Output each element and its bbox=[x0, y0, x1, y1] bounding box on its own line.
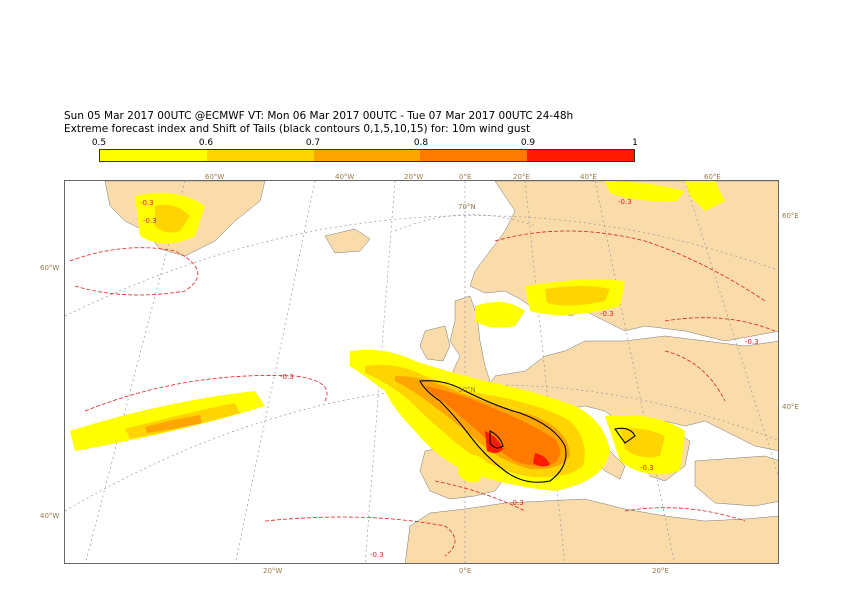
longitude-label-bottom: 20°E bbox=[652, 567, 669, 575]
longitude-label-bottom: 0°E bbox=[459, 567, 472, 575]
negative-efi-contour-label: -0.3 bbox=[510, 499, 524, 507]
legend-band-0.5-0.6 bbox=[100, 150, 207, 161]
negative-efi-contour-label: -0.3 bbox=[640, 464, 654, 472]
forecast-validity-title: Sun 05 Mar 2017 00UTC @ECMWF VT: Mon 06 … bbox=[64, 110, 574, 122]
latitude-label: 50°N bbox=[458, 386, 476, 394]
longitude-label-top: 20°E bbox=[513, 173, 530, 181]
efi-map: -0.3 -0.3 -0.3 -0.3 -0.3 -0.3 -0.3 -0.3 … bbox=[64, 180, 779, 564]
legend-band-0.6-0.7 bbox=[206, 150, 314, 161]
negative-efi-contour-label: -0.3 bbox=[140, 199, 154, 207]
legend-tick: 0.5 bbox=[91, 138, 107, 148]
longitude-label-top: 40°E bbox=[580, 173, 597, 181]
negative-efi-contour-label: -0.3 bbox=[143, 217, 157, 225]
legend-band-0.9-1 bbox=[527, 150, 634, 161]
negative-efi-contour-label: -0.3 bbox=[280, 373, 294, 381]
latitude-label: 70°N bbox=[458, 203, 476, 211]
negative-efi-contour-label: -0.3 bbox=[745, 338, 759, 346]
longitude-label-bottom: 20°W bbox=[263, 567, 283, 575]
map-canvas bbox=[65, 181, 778, 563]
efi-color-legend bbox=[99, 149, 635, 162]
negative-efi-contours bbox=[69, 230, 776, 557]
land-layer bbox=[104, 181, 778, 563]
latitude-label-left: 60°W bbox=[40, 264, 60, 272]
legend-band-0.7-0.8 bbox=[313, 150, 421, 161]
latitude-label-right: 60°E bbox=[782, 212, 799, 220]
legend-band-0.8-0.9 bbox=[420, 150, 528, 161]
legend-tick: 0.9 bbox=[520, 138, 536, 148]
latitude-label-right: 40°E bbox=[782, 403, 799, 411]
longitude-label-top: 40°W bbox=[335, 173, 355, 181]
negative-efi-contour-label: -0.3 bbox=[600, 310, 614, 318]
longitude-label-top: 20°W bbox=[404, 173, 424, 181]
legend-tick: 0.7 bbox=[305, 138, 321, 148]
latitude-label-left: 40°W bbox=[40, 512, 60, 520]
longitude-label-top: 60°E bbox=[704, 173, 721, 181]
negative-efi-contour-label: -0.3 bbox=[370, 551, 384, 559]
sot-contours bbox=[419, 380, 636, 483]
longitude-label-top: 60°W bbox=[205, 173, 225, 181]
legend-tick: 0.8 bbox=[413, 138, 429, 148]
efi-shading bbox=[70, 181, 725, 491]
negative-efi-contour-label: -0.3 bbox=[618, 198, 632, 206]
longitude-label-top: 0°E bbox=[459, 173, 472, 181]
product-description-title: Extreme forecast index and Shift of Tail… bbox=[64, 123, 531, 135]
legend-tick: 0.6 bbox=[198, 138, 214, 148]
legend-tick: 1 bbox=[632, 138, 638, 148]
